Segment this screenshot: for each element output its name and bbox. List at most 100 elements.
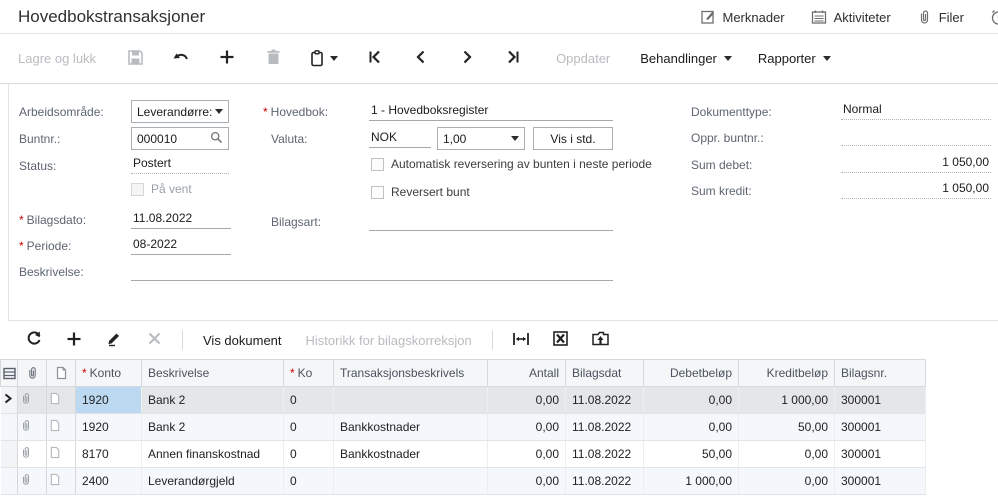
cell-antall[interactable]: 0,00 — [487, 440, 566, 468]
header-bilagsnr[interactable]: Bilagsnr. — [834, 359, 926, 387]
cell-ko[interactable]: 0 — [283, 467, 334, 495]
vis-i-std-button[interactable]: Vis i std. — [533, 127, 613, 150]
header-files[interactable] — [17, 359, 47, 387]
cell-bilagsnr[interactable]: 300001 — [834, 386, 926, 414]
cell-beskrivelse[interactable]: Leverandørgjeld — [141, 467, 284, 495]
cell-files[interactable] — [17, 413, 47, 441]
beskrivelse-input[interactable] — [131, 260, 613, 281]
header-debetbelop[interactable]: Debetbeløp — [643, 359, 739, 387]
save-close-button[interactable]: Lagre og lukk — [18, 51, 97, 66]
header-bilagsdat[interactable]: Bilagsdat — [565, 359, 644, 387]
cell-notes[interactable] — [46, 386, 76, 414]
cell-konto[interactable]: 1920 — [75, 386, 142, 414]
cell-debet[interactable]: 50,00 — [643, 440, 739, 468]
pa-vent-checkbox[interactable]: På vent — [131, 182, 192, 196]
refresh-button[interactable] — [14, 325, 54, 355]
header-selector[interactable] — [0, 359, 18, 387]
cell-antall[interactable]: 0,00 — [487, 413, 566, 441]
cell-beskrivelse[interactable]: Annen finanskostnad — [141, 440, 284, 468]
rapporter-menu[interactable]: Rapporter — [758, 51, 831, 66]
header-notes[interactable] — [46, 359, 76, 387]
cell-bilagsdat[interactable]: 11.08.2022 — [565, 386, 644, 414]
save-button[interactable] — [112, 43, 158, 75]
header-konto[interactable]: * Konto — [75, 359, 142, 387]
cell-kredit[interactable]: 0,00 — [738, 440, 835, 468]
clock-button[interactable] — [990, 9, 998, 26]
valuta-rate-select[interactable]: 1,00 — [437, 127, 525, 150]
edit-row-button[interactable] — [94, 325, 134, 355]
delete-button[interactable] — [250, 43, 296, 75]
behandlinger-menu[interactable]: Behandlinger — [640, 51, 732, 66]
bilagsart-input[interactable] — [369, 210, 613, 231]
cell-bilagsdat[interactable]: 11.08.2022 — [565, 440, 644, 468]
row-selector-cell[interactable] — [0, 467, 18, 495]
table-row[interactable]: 2400 Leverandørgjeld 0 0,00 11.08.2022 1… — [0, 467, 926, 495]
cell-debet[interactable]: 1 000,00 — [643, 467, 739, 495]
upload-button[interactable] — [581, 325, 621, 355]
cell-bilagsdat[interactable]: 11.08.2022 — [565, 467, 644, 495]
export-excel-button[interactable] — [541, 325, 581, 355]
aktiviteter-button[interactable]: Aktiviteter — [811, 9, 891, 25]
periode-input[interactable]: 08-2022 — [131, 234, 231, 255]
row-selector-cell[interactable] — [0, 440, 18, 468]
bilagsdato-input[interactable]: 11.08.2022 — [131, 208, 231, 229]
cell-beskrivelse[interactable]: Bank 2 — [141, 413, 284, 441]
cell-bilagsnr[interactable]: 300001 — [834, 413, 926, 441]
cell-files[interactable] — [17, 440, 47, 468]
vis-dokument-button[interactable]: Vis dokument — [203, 332, 282, 348]
add-row-button[interactable] — [54, 325, 94, 355]
arbeidsomrade-select[interactable]: Leverandørre: — [131, 100, 229, 123]
cell-trans[interactable] — [333, 386, 488, 414]
header-beskrivelse[interactable]: Beskrivelse — [141, 359, 284, 387]
cell-debet[interactable]: 0,00 — [643, 386, 739, 414]
cell-bilagsdat[interactable]: 11.08.2022 — [565, 413, 644, 441]
filer-button[interactable]: Filer — [917, 9, 964, 25]
cell-bilagsnr[interactable]: 300001 — [834, 440, 926, 468]
table-row[interactable]: 1920 Bank 2 0 0,00 11.08.2022 0,00 1 000… — [0, 386, 926, 414]
cell-notes[interactable] — [46, 413, 76, 441]
cell-bilagsnr[interactable]: 300001 — [834, 467, 926, 495]
auto-reversering-checkbox[interactable]: Automatisk reversering av bunten i neste… — [371, 157, 652, 171]
table-row[interactable]: 8170 Annen finanskostnad 0 Bankkostnader… — [0, 440, 926, 468]
header-antall[interactable]: Antall — [487, 359, 566, 387]
add-button[interactable] — [204, 43, 250, 75]
cell-ko[interactable]: 0 — [283, 440, 334, 468]
fit-width-button[interactable] — [501, 325, 541, 355]
nav-prev-button[interactable] — [398, 43, 444, 75]
cell-kredit[interactable]: 1 000,00 — [738, 386, 835, 414]
cell-trans[interactable]: Bankkostnader — [333, 440, 488, 468]
header-kreditbelop[interactable]: Kreditbeløp — [738, 359, 835, 387]
cell-antall[interactable]: 0,00 — [487, 386, 566, 414]
header-transaksjonsbeskrivels[interactable]: Transaksjonsbeskrivels — [333, 359, 488, 387]
cell-debet[interactable]: 0,00 — [643, 413, 739, 441]
historikk-button[interactable]: Historikk for bilagskorreksjon — [305, 332, 472, 348]
cell-antall[interactable]: 0,00 — [487, 467, 566, 495]
search-icon[interactable] — [210, 131, 223, 147]
cell-files[interactable] — [17, 467, 47, 495]
cell-kredit[interactable]: 0,00 — [738, 467, 835, 495]
nav-last-button[interactable] — [490, 43, 536, 75]
cell-konto[interactable]: 8170 — [75, 440, 142, 468]
valuta-code-input[interactable]: NOK — [369, 127, 431, 148]
buntnr-input[interactable]: 000010 — [131, 127, 229, 150]
table-row[interactable]: 1920 Bank 2 0 Bankkostnader 0,00 11.08.2… — [0, 413, 926, 441]
cell-kredit[interactable]: 50,00 — [738, 413, 835, 441]
cell-trans[interactable] — [333, 467, 488, 495]
hovedbok-input[interactable]: 1 - Hovedboksregister — [369, 100, 613, 121]
cell-ko[interactable]: 0 — [283, 413, 334, 441]
row-selector-cell[interactable] — [0, 413, 18, 441]
cell-konto[interactable]: 2400 — [75, 467, 142, 495]
oppdater-button[interactable]: Oppdater — [556, 51, 611, 66]
merknader-button[interactable]: Merknader — [700, 9, 785, 25]
delete-row-button[interactable] — [134, 325, 174, 355]
nav-next-button[interactable] — [444, 43, 490, 75]
undo-button[interactable] — [158, 43, 204, 75]
cell-ko[interactable]: 0 — [283, 386, 334, 414]
header-ko[interactable]: * Ko — [283, 359, 334, 387]
cell-notes[interactable] — [46, 467, 76, 495]
cell-files[interactable] — [17, 386, 47, 414]
cell-trans[interactable]: Bankkostnader — [333, 413, 488, 441]
clipboard-menu-button[interactable] — [296, 43, 352, 75]
row-selector-cell[interactable] — [0, 386, 18, 414]
cell-beskrivelse[interactable]: Bank 2 — [141, 386, 284, 414]
